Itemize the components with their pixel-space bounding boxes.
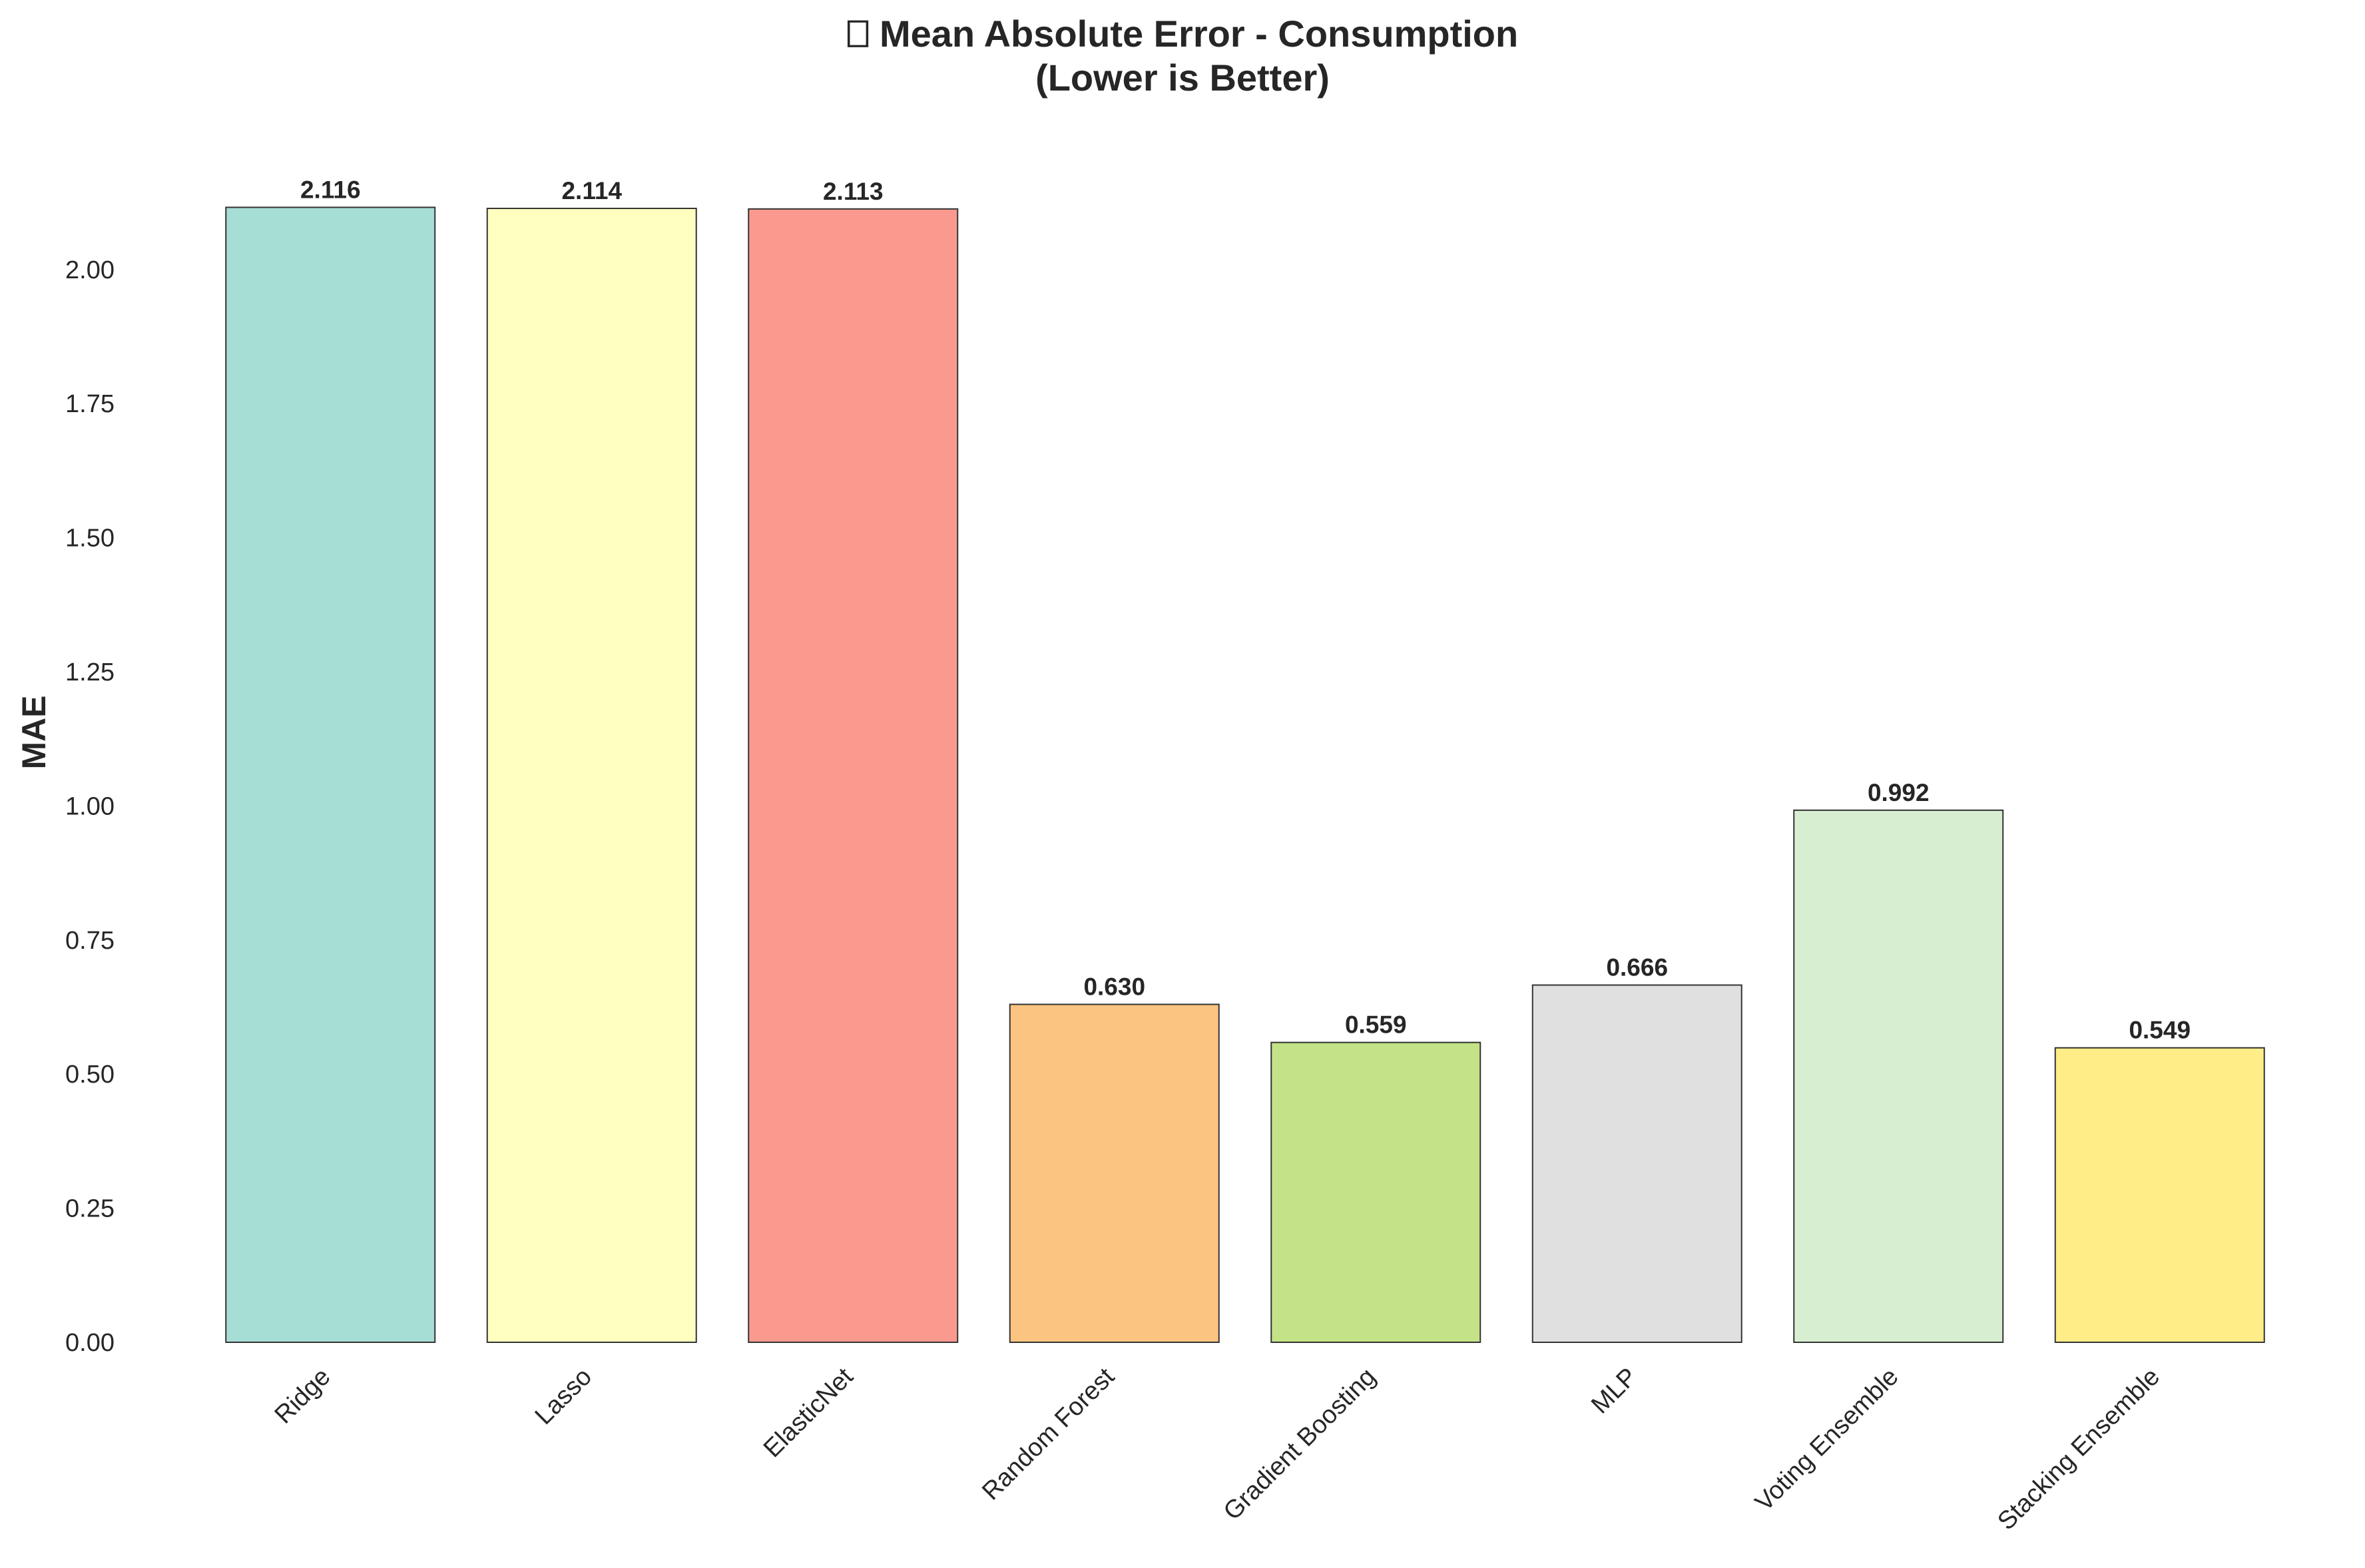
data-label: 0.992 (1868, 779, 1930, 806)
data-label: 0.630 (1083, 973, 1145, 1000)
x-tick-label: ElasticNet (758, 1362, 859, 1463)
data-labels: 2.116 2.114 2.113 0.630 0.559 0.666 0.992 0.549 (300, 176, 2191, 1043)
x-tick-label: MLP (1586, 1363, 1643, 1420)
y-tick-label: 0.75 (65, 927, 115, 955)
x-tick-label: Ridge (270, 1363, 336, 1430)
bar-stacking-ensemble (2054, 1047, 2265, 1344)
y-tick-label: 0.00 (65, 1329, 115, 1357)
data-label: 0.549 (2129, 1017, 2191, 1044)
bar-elasticnet (748, 208, 959, 1344)
y-tick-label: 0.25 (65, 1195, 115, 1223)
bar-gradient-boosting (1270, 1041, 1481, 1343)
data-label: 0.666 (1606, 953, 1668, 981)
bar-lasso (486, 208, 697, 1343)
chart-title-line2: (Lower is Better) (1035, 57, 1330, 99)
bars (225, 206, 2265, 1344)
y-tick-label: 1.75 (65, 390, 115, 418)
y-axis-ticks: 0.00 0.25 0.50 0.75 1.00 1.25 1.50 1.75 2.00 (65, 256, 115, 1357)
data-label: 0.559 (1345, 1011, 1407, 1039)
y-tick-label: 0.50 (65, 1061, 115, 1089)
x-tick-label: Voting Ensemble (1750, 1363, 1904, 1517)
chart-title-line1: ⎕ Mean Absolute Error - Consumption (847, 13, 1518, 55)
x-axis-ticks: Ridge Lasso ElasticNet Random Forest Gradien… (270, 1362, 2165, 1535)
x-tick-label: Stacking Ensemble (1992, 1363, 2165, 1536)
y-tick-label: 1.50 (65, 525, 115, 553)
data-label: 2.116 (300, 176, 361, 203)
y-tick-label: 2.00 (65, 256, 115, 284)
y-tick-label: 1.00 (65, 792, 115, 820)
x-tick-label: Lasso (530, 1363, 597, 1430)
bar-random-forest (1009, 1003, 1220, 1343)
y-axis-label: MAE (15, 695, 53, 769)
bar-ridge (225, 206, 436, 1344)
bar-voting-ensemble (1793, 809, 2004, 1344)
data-label: 2.114 (561, 177, 622, 204)
y-tick-label: 1.25 (65, 658, 115, 686)
x-tick-label: Random Forest (977, 1362, 1120, 1505)
bar-mlp (1531, 984, 1742, 1344)
x-tick-label: Gradient Boosting (1218, 1363, 1382, 1526)
data-label: 2.113 (823, 178, 884, 205)
